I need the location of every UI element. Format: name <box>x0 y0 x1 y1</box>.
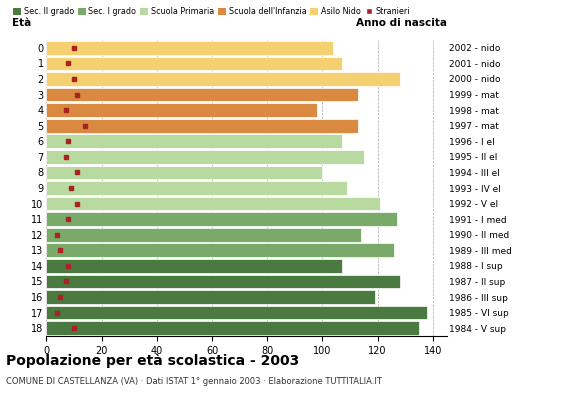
Bar <box>46 72 400 86</box>
Bar <box>46 228 361 242</box>
Bar <box>46 41 333 55</box>
Legend: Sec. II grado, Sec. I grado, Scuola Primaria, Scuola dell'Infanzia, Asilo Nido, : Sec. II grado, Sec. I grado, Scuola Prim… <box>10 4 413 20</box>
Bar <box>46 134 342 148</box>
Bar <box>46 290 375 304</box>
Bar <box>46 119 358 132</box>
Text: Anno di nascita: Anno di nascita <box>356 18 447 28</box>
Bar <box>46 150 364 164</box>
Bar <box>46 244 394 257</box>
Text: Età: Età <box>12 18 32 28</box>
Text: Popolazione per età scolastica - 2003: Popolazione per età scolastica - 2003 <box>6 354 299 368</box>
Bar <box>46 56 342 70</box>
Bar <box>46 212 397 226</box>
Bar <box>46 197 380 210</box>
Bar <box>46 306 427 320</box>
Bar <box>46 166 322 179</box>
Bar <box>46 181 347 195</box>
Bar <box>46 103 317 117</box>
Bar <box>46 321 419 335</box>
Bar <box>46 275 400 288</box>
Bar <box>46 259 342 273</box>
Text: COMUNE DI CASTELLANZA (VA) · Dati ISTAT 1° gennaio 2003 · Elaborazione TUTTITALI: COMUNE DI CASTELLANZA (VA) · Dati ISTAT … <box>6 377 382 386</box>
Bar <box>46 88 358 101</box>
